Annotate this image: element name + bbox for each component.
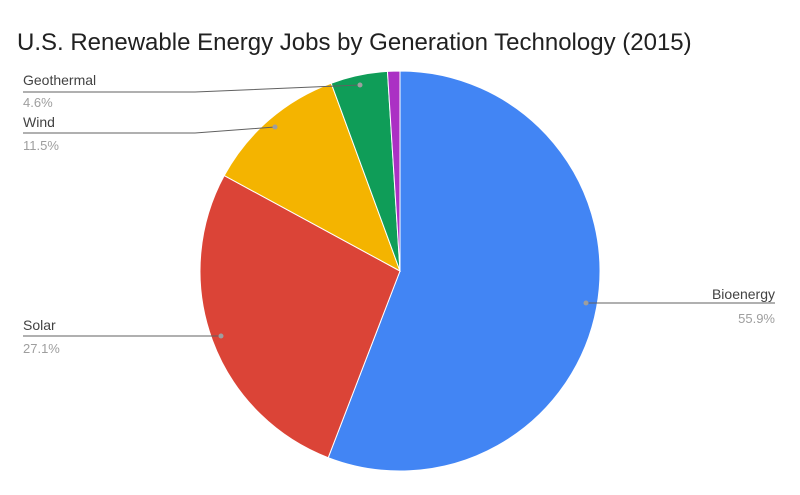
label-name-wind: Wind — [23, 114, 55, 130]
slice-label-geothermal: Geothermal 4.6% — [23, 72, 363, 110]
label-value-geothermal: 4.6% — [23, 95, 53, 110]
leader-dot-geothermal — [357, 82, 363, 88]
pie-slice-bioenergy — [327, 70, 601, 472]
label-name-geothermal: Geothermal — [23, 72, 96, 88]
leader-line-wind — [23, 126, 276, 134]
leader-dot-solar — [218, 333, 224, 339]
label-name-solar: Solar — [23, 317, 56, 333]
label-value-wind: 11.5% — [23, 138, 59, 153]
leader-dot-wind — [272, 124, 278, 130]
pie-slices — [199, 70, 601, 472]
chart-title: U.S. Renewable Energy Jobs by Generation… — [17, 29, 692, 56]
slice-label-wind: Wind 11.5% — [23, 114, 278, 153]
pie-slice-solar — [199, 174, 401, 459]
label-value-solar: 27.1% — [23, 341, 60, 356]
label-value-bioenergy: 55.9% — [738, 311, 775, 326]
label-name-bioenergy: Bioenergy — [712, 286, 775, 302]
slice-label-solar: Solar 27.1% — [23, 317, 224, 356]
leader-dot-bioenergy — [583, 300, 589, 306]
leader-line-geothermal — [23, 84, 361, 93]
pie-slice-other-4 — [386, 70, 401, 272]
slice-label-bioenergy: Bioenergy 55.9% — [583, 286, 775, 326]
